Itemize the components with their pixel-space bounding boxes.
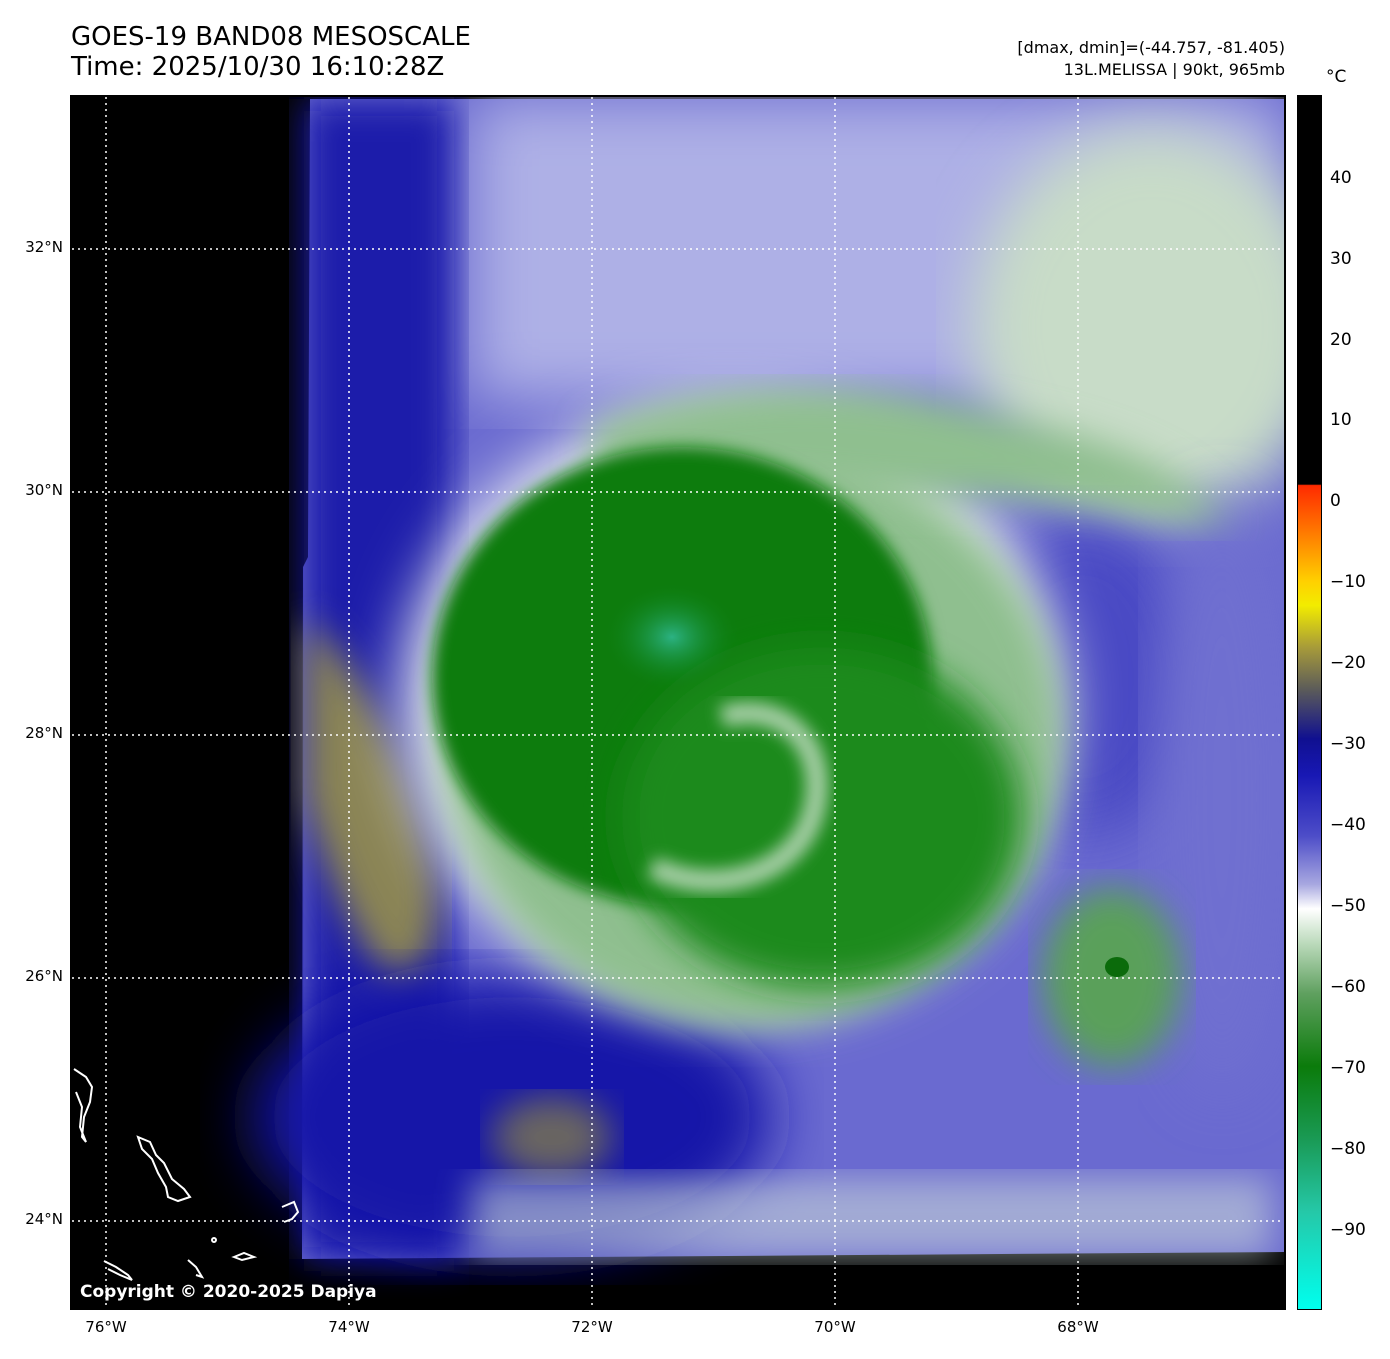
colorbar-label: −20 [1330, 653, 1366, 673]
coastlines [73, 1068, 300, 1281]
chart-title: GOES-19 BAND08 MESOSCALE [71, 22, 471, 52]
satellite-map: Copyright © 2020-2025 Dapiya [70, 95, 1286, 1310]
satellite-imagery [72, 97, 1284, 1308]
colorbar-label: −30 [1330, 734, 1366, 754]
temperature-colorbar [1297, 95, 1322, 1310]
lon-label-76w: 76°W [85, 1318, 127, 1336]
lat-label-28n: 28°N [25, 724, 63, 742]
copyright-label: Copyright © 2020-2025 Dapiya [80, 1282, 377, 1302]
colorbar-label: −10 [1330, 572, 1366, 592]
satellite-swath [252, 99, 1284, 1259]
lat-label-24n: 24°N [25, 1210, 63, 1228]
colorbar-label: −70 [1330, 1058, 1366, 1078]
lon-label-74w: 74°W [328, 1318, 370, 1336]
data-range-label: [dmax, dmin]=(-44.757, -81.405) [1017, 38, 1285, 57]
colorbar-label: −40 [1330, 815, 1366, 835]
lon-label-70w: 70°W [814, 1318, 856, 1336]
colorbar-label: 10 [1330, 410, 1352, 430]
colorbar-unit: °C [1326, 67, 1347, 87]
graticule [72, 97, 1284, 1308]
lon-label-72w: 72°W [571, 1318, 613, 1336]
colorbar-label: 40 [1330, 168, 1352, 188]
colorbar-label: −60 [1330, 977, 1366, 997]
lat-label-26n: 26°N [25, 967, 63, 985]
colorbar-label: 20 [1330, 330, 1352, 350]
colorbar-label: −90 [1330, 1220, 1366, 1240]
lon-label-68w: 68°W [1057, 1318, 1099, 1336]
colorbar-label: 30 [1330, 249, 1352, 269]
colorbar-label: 0 [1330, 491, 1341, 511]
colorbar-label: −50 [1330, 896, 1366, 916]
storm-info-label: 13L.MELISSA | 90kt, 965mb [1063, 60, 1285, 79]
time-label: Time: 2025/10/30 16:10:28Z [71, 52, 445, 82]
colorbar-label: −80 [1330, 1139, 1366, 1159]
lat-label-32n: 32°N [25, 238, 63, 256]
lat-label-30n: 30°N [25, 481, 63, 499]
